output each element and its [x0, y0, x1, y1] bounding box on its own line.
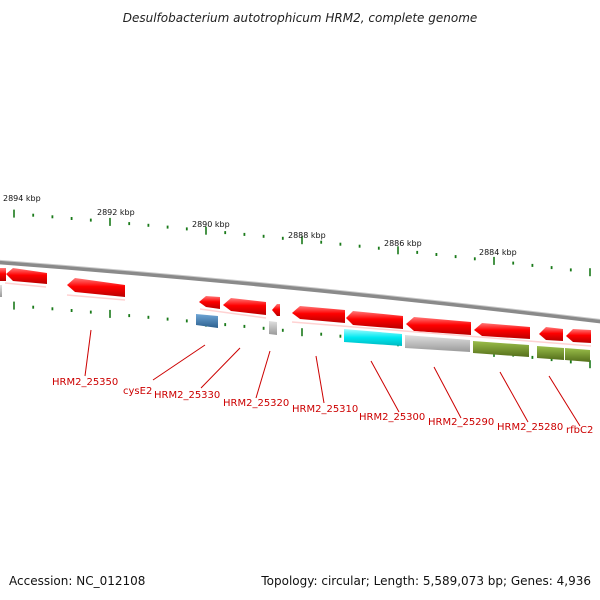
genome-backbone: [0, 260, 600, 324]
feature-bar-gray[interactable]: [0, 285, 2, 297]
gene-arrow[interactable]: [199, 296, 220, 309]
gene-arrow[interactable]: [272, 304, 280, 316]
gene-arrow[interactable]: [223, 298, 266, 315]
gene-arrow[interactable]: [406, 317, 471, 335]
gene-arrow[interactable]: [6, 268, 47, 284]
gene-label[interactable]: cysE2: [123, 386, 152, 397]
gene-arrow[interactable]: [474, 323, 530, 339]
scale-label: 2894 kbp: [3, 194, 41, 203]
scale-label: 2892 kbp: [97, 208, 135, 217]
feature-bar-gray[interactable]: [269, 321, 277, 335]
feature-bar-olive[interactable]: [537, 346, 564, 360]
feature-bar-gray[interactable]: [405, 335, 470, 352]
feature-bar-cyan[interactable]: [344, 329, 402, 346]
gene-label[interactable]: HRM2_25320: [223, 398, 289, 409]
scale-label: 2888 kbp: [288, 231, 326, 240]
label-leaders: [84, 329, 581, 427]
scale-ticks-outer: [13, 209, 591, 277]
feature-bar-blue[interactable]: [196, 314, 218, 328]
gene-label[interactable]: HRM2_25310: [292, 404, 358, 415]
gene-arrow[interactable]: [292, 306, 345, 323]
gene-label[interactable]: HRM2_25330: [154, 390, 220, 401]
accession-info: Accession: NC_012108: [9, 574, 146, 588]
gene-label[interactable]: HRM2_25300: [359, 412, 425, 423]
gene-label[interactable]: rfbC2: [566, 425, 593, 436]
map-title: Desulfobacterium autotrophicum HRM2, com…: [122, 11, 478, 25]
gene-arrow[interactable]: [346, 311, 403, 329]
gene-arrow[interactable]: [539, 327, 563, 341]
scale-label: 2884 kbp: [479, 248, 517, 257]
feature-bar-olive[interactable]: [565, 348, 590, 362]
feature-bar-olive[interactable]: [473, 341, 529, 357]
feature-bars: [0, 285, 590, 362]
gene-arrows: [0, 268, 592, 347]
scale-label: 2890 kbp: [192, 220, 230, 229]
gene-label[interactable]: HRM2_25290: [428, 417, 494, 428]
genome-summary: Topology: circular; Length: 5,589,073 bp…: [261, 574, 591, 588]
gene-arrow[interactable]: [566, 329, 591, 343]
gene-arrow[interactable]: [67, 278, 125, 297]
gene-label[interactable]: HRM2_25280: [497, 422, 563, 433]
scale-label: 2886 kbp: [384, 239, 422, 248]
gene-arrow[interactable]: [0, 268, 6, 281]
gene-label[interactable]: HRM2_25350: [52, 377, 118, 388]
